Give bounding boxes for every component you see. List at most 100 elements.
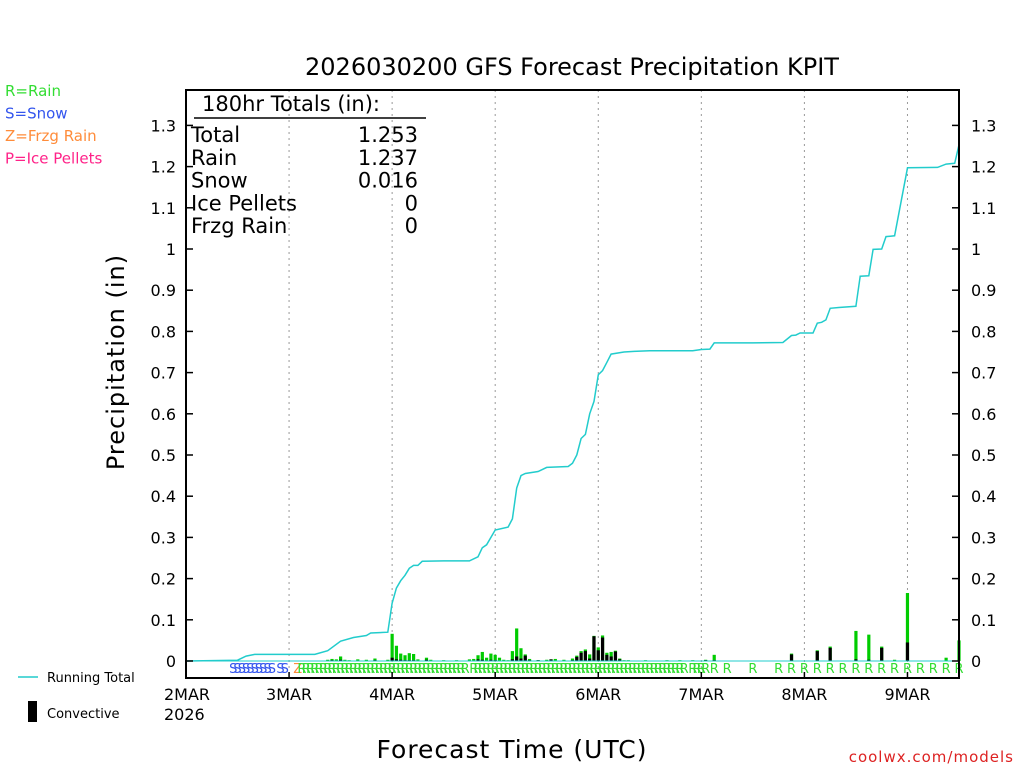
ptype-mark: R: [813, 662, 822, 677]
y-tick-label-left: 0.4: [151, 487, 176, 506]
y-tick-label-right: 0.7: [971, 364, 996, 383]
y-tick-label-left: 0.6: [151, 405, 176, 424]
ptype-mark: R: [443, 662, 452, 677]
ptype-mark: R: [400, 662, 409, 677]
ptype-mark: S: [233, 662, 241, 677]
ptype-mark: R: [379, 662, 388, 677]
totals-row-value: 1.253: [358, 123, 418, 147]
precip-bar: [326, 659, 330, 661]
ptype-mark: R: [559, 662, 568, 677]
convective-bar: [815, 651, 819, 661]
ptype-mark: R: [525, 662, 534, 677]
precip-bar: [399, 653, 403, 661]
x-tick-sublabel: 2026: [164, 705, 205, 724]
y-axis-right: 0 0.1 0.2 0.3 0.4 0.5 0.6 0.7 0.8 0.9 1 1.1 1.2 1.3: [952, 116, 996, 671]
ptype-mark: S: [281, 662, 289, 677]
precip-bar: [339, 656, 343, 661]
y-tick-label-left: 1.1: [151, 199, 176, 218]
convective-bar: [390, 657, 394, 661]
ptype-mark: R: [362, 662, 371, 677]
y-tick-label-left: 0: [166, 652, 176, 671]
precip-bar: [467, 659, 472, 661]
x-tick-label: 3MAR: [266, 685, 312, 704]
ptype-mark: R: [478, 662, 487, 677]
ptype-mark: R: [577, 662, 586, 677]
x-tick-label: 2MAR: [164, 685, 210, 704]
ptype-legend-item: Z=Frzg Rain: [5, 127, 97, 145]
y-tick-label-left: 0.8: [151, 322, 176, 341]
ptype-mark: R: [486, 662, 495, 677]
precip-bar: [712, 654, 716, 661]
convective-bar: [854, 659, 858, 661]
ptype-mark: R: [916, 662, 925, 677]
precip-bar: [854, 630, 858, 661]
gridlines: [288, 90, 908, 678]
running-total-group: [185, 144, 960, 662]
ptype-mark: R: [383, 662, 392, 677]
y-tick-label-left: 0.1: [151, 611, 176, 630]
ptype-mark: S: [259, 662, 267, 677]
ptype-mark: R: [748, 662, 757, 677]
ptype-mark: R: [319, 662, 328, 677]
y-tick-label-right: 0.9: [971, 281, 996, 300]
precip-bar: [429, 659, 433, 661]
precip-bar: [403, 655, 407, 661]
ptype-mark: R: [650, 662, 659, 677]
y-tick-label-right: 0.1: [971, 611, 996, 630]
credit-text: coolwx.com/models: [849, 748, 1014, 766]
convective-bar: [575, 656, 579, 661]
convective-bar: [592, 636, 596, 661]
ptype-mark: R: [388, 662, 397, 677]
ptype-mark: R: [542, 662, 551, 677]
ptype-mark: R: [366, 662, 375, 677]
precip-bar: [407, 653, 411, 661]
precip-bar: [497, 657, 502, 661]
ptype-mark: R: [529, 662, 538, 677]
ptype-mark: R: [516, 662, 525, 677]
totals-row-value: 0: [405, 191, 418, 215]
ptype-mark: R: [654, 662, 663, 677]
ptype-mark: S: [242, 662, 250, 677]
ptype-mark: R: [787, 662, 796, 677]
convective-bar: [510, 659, 514, 661]
ptype-mark: R: [581, 662, 590, 677]
totals-row-value: 0.016: [358, 169, 418, 193]
convective-bar: [600, 637, 605, 661]
ptype-mark: R: [349, 662, 358, 677]
precip-bar: [510, 651, 514, 661]
ptype-mark: R: [701, 662, 710, 677]
totals-header: 180hr Totals (in):: [202, 92, 380, 116]
ptype-mark: R: [555, 662, 564, 677]
totals-row-label: Frzg Rain: [191, 214, 287, 238]
x-tick-label: 8MAR: [781, 685, 827, 704]
x-tick-label: 7MAR: [678, 685, 724, 704]
ptype-mark: R: [826, 662, 835, 677]
ptype-mark: R: [890, 662, 899, 677]
convective-bar: [583, 651, 587, 661]
ptype-mark: R: [332, 662, 341, 677]
ptype-mark: R: [396, 662, 405, 677]
running-total-line: [185, 144, 960, 662]
ptype-mark: R: [611, 662, 620, 677]
precip-bar: [553, 658, 557, 661]
precip-bar: [493, 654, 497, 661]
ptype-mark: R: [499, 662, 508, 677]
ptype-mark: R: [568, 662, 577, 677]
convective-bar: [905, 642, 910, 661]
ptype-mark: R: [315, 662, 324, 677]
ptype-mark: R: [903, 662, 912, 677]
convective-bar: [476, 659, 480, 661]
ptype-mark: R: [392, 662, 401, 677]
ptype-mark: R: [491, 662, 500, 677]
convective-bar: [596, 650, 600, 661]
ptype-mark: S: [251, 662, 259, 677]
convective-bar: [519, 658, 523, 661]
ptype-mark: R: [710, 662, 719, 677]
precip-bar: [334, 659, 338, 661]
ptype-mark: R: [452, 662, 461, 677]
ptype-mark: R: [345, 662, 354, 677]
ptype-mark: S: [229, 662, 237, 677]
ptype-mark: R: [310, 662, 319, 677]
